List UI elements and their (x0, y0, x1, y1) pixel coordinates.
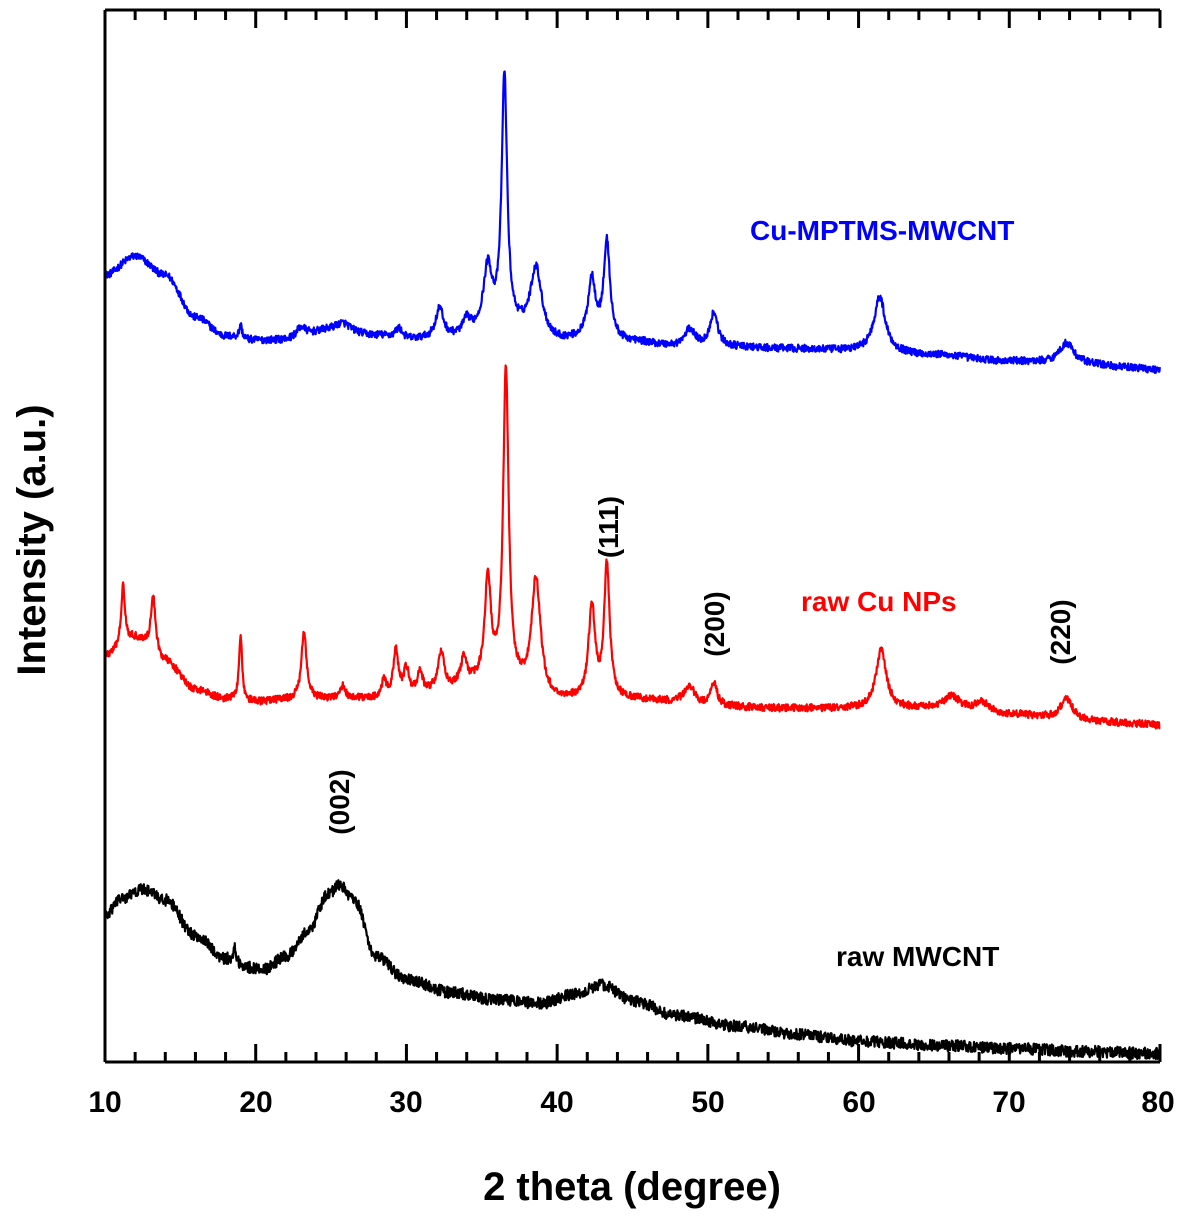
series-label-raw-mwcnt: raw MWCNT (836, 941, 999, 972)
x-tick-labels: 10 20 30 40 50 60 70 80 (88, 1086, 1174, 1119)
peak-label-200: (200) (699, 591, 730, 656)
peak-label-111: (111) (593, 496, 624, 558)
x-tick-label-30: 30 (389, 1086, 422, 1119)
peak-label-002: (002) (324, 769, 355, 834)
x-tick-label-80: 80 (1141, 1086, 1174, 1119)
x-tick-label-20: 20 (239, 1086, 272, 1119)
x-axis-title: 2 theta (degree) (483, 1165, 781, 1209)
x-tick-label-70: 70 (992, 1086, 1025, 1119)
x-tick-label-40: 40 (540, 1086, 573, 1119)
series-label-cu-mptms-mwcnt: Cu-MPTMS-MWCNT (750, 215, 1014, 246)
series-line-cu-mptms-mwcnt (104, 70, 1161, 374)
y-axis-title: Intensity (a.u.) (10, 404, 54, 675)
series-label-raw-cu-nps: raw Cu NPs (801, 586, 957, 617)
x-tick-label-10: 10 (88, 1086, 121, 1119)
series-line-raw-mwcnt (103, 879, 1161, 1061)
tick-layer (103, 10, 1162, 1062)
x-tick-label-50: 50 (691, 1086, 724, 1119)
x-tick-label-60: 60 (842, 1086, 875, 1119)
series-line-raw-cu-nps (103, 364, 1161, 730)
series-layer (103, 70, 1161, 1061)
peak-label-220: (220) (1045, 599, 1076, 664)
